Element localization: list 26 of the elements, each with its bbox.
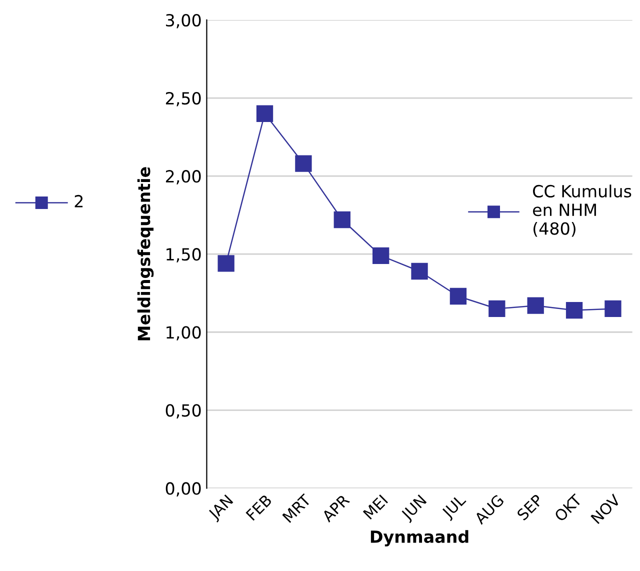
y-tick-label: 1,50 xyxy=(166,248,201,262)
point xyxy=(450,288,467,305)
y-tick-label: 2,00 xyxy=(166,170,201,184)
point xyxy=(218,255,234,272)
point xyxy=(334,211,350,228)
point xyxy=(295,155,312,172)
y-tick-label: 0,50 xyxy=(166,404,201,418)
point xyxy=(566,302,583,319)
y-tick-label: 0,00 xyxy=(166,482,201,496)
point xyxy=(488,300,506,318)
legend-label: CC Kumulus en NHM (480) xyxy=(533,184,632,237)
x-tick-label: JUL xyxy=(440,493,469,522)
point xyxy=(604,300,622,318)
point xyxy=(411,262,428,280)
point xyxy=(527,297,544,314)
x-axis-title: Dynmaand xyxy=(370,530,468,546)
x-tick-label: FEB xyxy=(246,494,272,521)
y-tick-label: 3,00 xyxy=(166,14,201,28)
point xyxy=(256,105,274,122)
x-tick-label: SEP xyxy=(516,494,544,521)
y-axis-title: Meldingsfequentie xyxy=(137,167,154,340)
x-tick-label: MEI xyxy=(362,494,388,520)
point xyxy=(372,247,390,264)
text: 2 xyxy=(74,194,83,208)
y-tick-label: 1,00 xyxy=(166,326,201,340)
y-tick-label: 2,50 xyxy=(166,92,201,106)
